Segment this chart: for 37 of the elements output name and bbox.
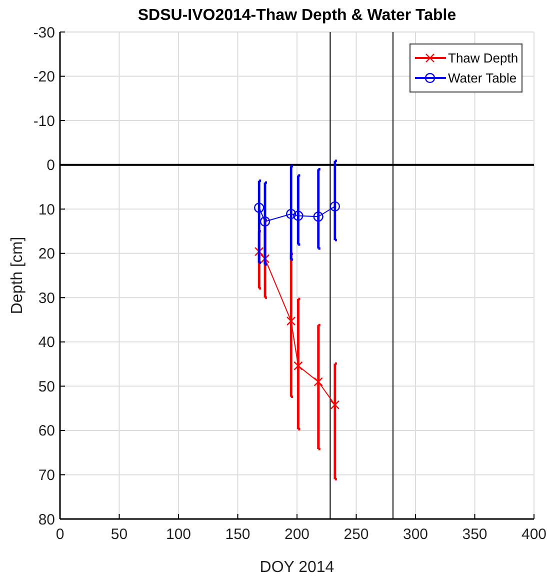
y-tick-label: 50: [38, 378, 55, 396]
x-tick-label: 250: [344, 526, 369, 543]
x-tick-label: 150: [225, 526, 250, 543]
point: [260, 216, 270, 227]
point: [294, 361, 303, 370]
point: [254, 246, 264, 256]
y-tick-label: 40: [38, 334, 55, 352]
x-tick-label: 400: [521, 526, 547, 543]
x-tick-label: 100: [166, 526, 192, 543]
y-tick-label: 0: [46, 157, 55, 174]
y-tick-label: 70: [38, 466, 55, 484]
legend-label: Thaw Depth: [448, 50, 518, 66]
x-axis-title: DOY 2014: [260, 559, 334, 576]
point: [293, 210, 304, 221]
y-tick-label: 10: [38, 201, 55, 218]
point: [286, 208, 296, 220]
point: [260, 254, 270, 264]
point: [254, 202, 264, 213]
y-tick-label: -10: [33, 112, 55, 130]
y-tick-label: 80: [38, 511, 55, 528]
y-tick-label: 60: [38, 422, 55, 440]
y-tick-label: 20: [38, 246, 55, 263]
chart-title: SDSU-IVO2014-Thaw Depth & Water Table: [138, 7, 456, 24]
x-tick-label: 350: [462, 526, 488, 543]
y-tick-label: -30: [33, 24, 55, 42]
x-tick-label: 50: [110, 526, 128, 543]
y-tick-label: -20: [33, 68, 55, 86]
y-tick-label: 30: [38, 290, 55, 307]
point: [330, 201, 340, 212]
point: [313, 212, 324, 222]
y-axis-title: Depth [cm]: [9, 236, 26, 314]
point: [286, 316, 296, 326]
legend-label: Water Table: [448, 70, 517, 86]
x-tick-label: 200: [284, 526, 310, 543]
point: [330, 400, 340, 410]
point: [314, 377, 323, 386]
x-tick-label: 300: [402, 526, 428, 543]
